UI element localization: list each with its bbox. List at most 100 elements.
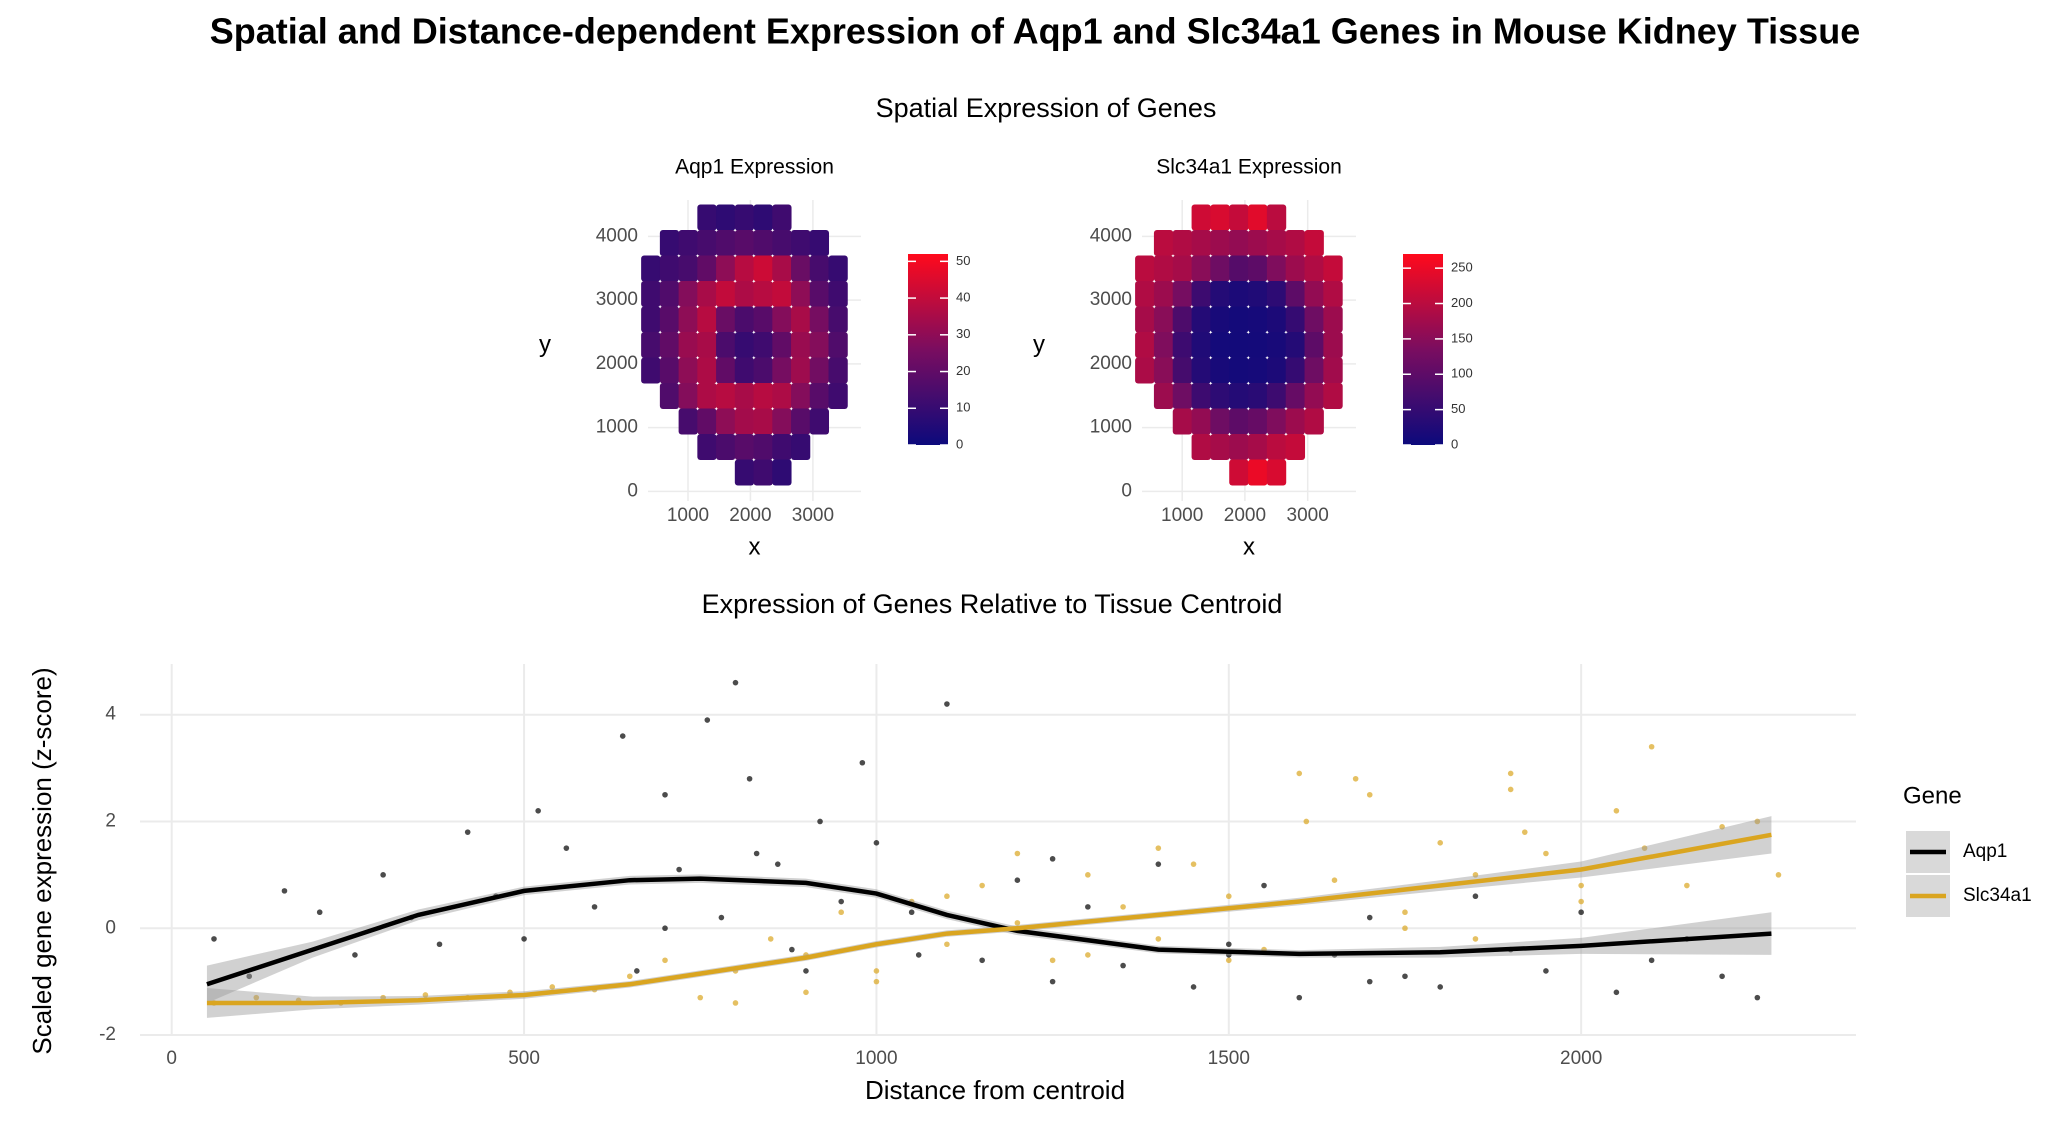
spot (1285, 383, 1306, 410)
point (803, 989, 809, 996)
spot (1229, 280, 1249, 307)
point (1120, 962, 1126, 969)
spot (659, 306, 680, 333)
colorbar-label: 250 (1451, 260, 1473, 275)
spot (734, 280, 755, 307)
spot (697, 204, 717, 231)
legend-title: Gene (1903, 782, 1962, 809)
spot (1153, 306, 1174, 333)
spot (734, 229, 755, 256)
point (1049, 957, 1056, 964)
x-tick-label: 2000 (1560, 1048, 1602, 1069)
spot (716, 332, 736, 359)
colorbar (908, 254, 948, 445)
spot (1229, 408, 1249, 435)
spot (753, 229, 773, 256)
spot (1323, 255, 1343, 282)
point (789, 946, 795, 953)
spot (1153, 332, 1174, 359)
spot (1172, 383, 1193, 410)
point (1472, 893, 1479, 900)
spot (1285, 306, 1306, 333)
figure-title: Spatial and Distance-dependent Expressio… (210, 11, 1860, 52)
point (1049, 978, 1056, 985)
point (1775, 872, 1782, 878)
spot (772, 229, 792, 256)
y-tick-label: 3000 (1090, 289, 1132, 310)
spot (1285, 434, 1306, 461)
point (1014, 850, 1021, 857)
spot (641, 255, 661, 282)
spot (1266, 255, 1287, 282)
spot (734, 306, 755, 333)
point (662, 791, 668, 798)
spot (1285, 229, 1306, 256)
spot (659, 280, 680, 307)
point (1155, 936, 1162, 942)
point (1719, 824, 1725, 830)
point (1049, 856, 1056, 862)
point (1402, 973, 1408, 980)
spot (1191, 357, 1211, 384)
spot (659, 255, 680, 282)
y-tick-label: 2 (105, 810, 116, 831)
spot (809, 357, 830, 384)
spot (791, 383, 811, 410)
y-tick-label: 2000 (1090, 353, 1132, 374)
spot (641, 357, 661, 384)
y-tick-label: 4000 (1090, 225, 1132, 246)
x-axis-label: x (1243, 533, 1255, 560)
colorbar-label: 50 (956, 253, 970, 268)
point (859, 759, 866, 766)
spot (772, 383, 792, 410)
point (626, 973, 633, 980)
point (436, 941, 443, 948)
legend-label: Aqp1 (1963, 841, 2007, 862)
point (753, 850, 760, 857)
point (746, 775, 753, 782)
spot (697, 408, 717, 435)
spot (1135, 332, 1155, 359)
spot (678, 383, 698, 410)
spot (1191, 229, 1211, 256)
spot (1210, 229, 1230, 256)
point (1754, 818, 1761, 825)
point (718, 914, 725, 921)
spot (1285, 255, 1306, 282)
point (1225, 941, 1232, 948)
spot (1153, 357, 1174, 384)
spot (791, 306, 811, 333)
point (1366, 914, 1373, 921)
colorbar (1403, 254, 1443, 445)
spot (1153, 229, 1174, 256)
spot (791, 408, 811, 435)
spot (1304, 229, 1324, 256)
spot (678, 255, 698, 282)
spot (1191, 204, 1211, 231)
spot (1210, 280, 1230, 307)
spot (772, 434, 792, 461)
spot (1172, 306, 1193, 333)
point (1225, 893, 1232, 900)
colorbar-label: 20 (956, 363, 970, 378)
spot (697, 280, 717, 307)
x-tick-label: 0 (166, 1048, 177, 1069)
spot (1304, 280, 1324, 307)
spot (772, 255, 792, 282)
point (697, 994, 704, 1001)
x-tick-label: 1000 (855, 1048, 897, 1069)
spot (1266, 459, 1287, 486)
point (1331, 877, 1338, 883)
spot (716, 357, 736, 384)
point (316, 909, 323, 916)
point (1085, 872, 1091, 878)
point (591, 904, 598, 910)
point (1296, 770, 1303, 777)
spot (1323, 280, 1343, 307)
point (873, 840, 880, 846)
spot (678, 357, 698, 384)
point (1578, 882, 1584, 889)
y-tick-label: 4000 (596, 225, 638, 246)
spot (1248, 383, 1268, 410)
